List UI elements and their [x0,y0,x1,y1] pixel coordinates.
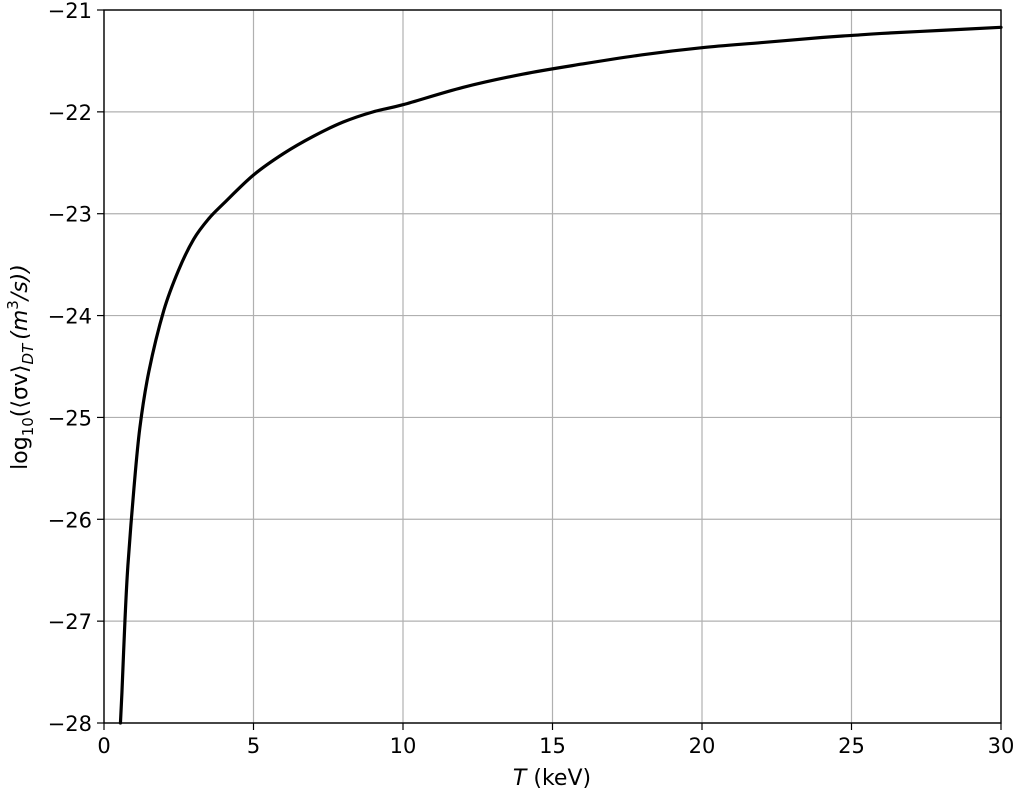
ticks [97,9,1002,730]
x-tick-label: 20 [689,734,716,758]
y-tick-label: −25 [48,406,92,430]
y-tick-label: −23 [48,203,92,227]
y-tick-label: −24 [48,305,92,329]
x-tick-label: 0 [97,734,110,758]
y-tick-label: −22 [48,101,92,125]
x-tick-label: 30 [988,734,1015,758]
y-tick-label: −27 [48,610,92,634]
x-tick-label: 10 [390,734,417,758]
y-tick-label: −21 [48,0,92,23]
y-tick-label: −26 [48,508,92,532]
x-tick-label: 5 [247,734,260,758]
x-tick-label: 15 [539,734,566,758]
grid [103,9,1002,724]
tick-labels: 0 5 10 15 20 25 30 −28 −27 −26 −25 −24 −23 −22 −21 [48,0,1015,758]
series-line-reaction-rate [118,25,1003,725]
y-tick-label: −28 [48,712,92,736]
y-axis-label: log10(⟨σv⟩DT(m3/s)) [4,264,37,470]
x-axis-label: T (keV) [513,766,591,790]
x-tick-label: 25 [838,734,865,758]
